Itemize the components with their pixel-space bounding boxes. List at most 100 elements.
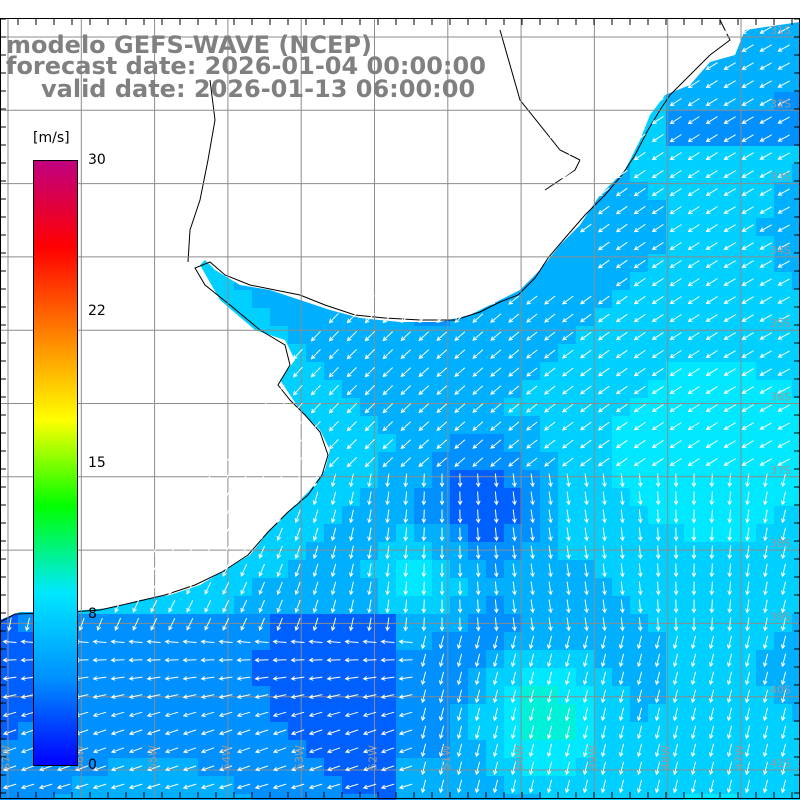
wind-speed-cell bbox=[468, 722, 486, 740]
wind-speed-cell bbox=[198, 704, 216, 722]
wind-speed-cell bbox=[378, 704, 396, 722]
wind-arrow bbox=[20, 783, 35, 790]
wind-speed-cell bbox=[216, 740, 234, 758]
wind-speed-cell bbox=[486, 524, 504, 542]
wind-arrow bbox=[691, 617, 697, 632]
wind-arrow bbox=[651, 331, 664, 341]
wind-speed-cell bbox=[594, 344, 612, 362]
wind-arrow bbox=[597, 421, 610, 431]
wind-speed-cell bbox=[432, 362, 450, 380]
wind-arrow bbox=[745, 509, 750, 524]
wind-speed-cell bbox=[540, 470, 558, 488]
wind-speed-cell bbox=[630, 218, 648, 236]
wind-speed-cell bbox=[756, 290, 774, 308]
wind-speed-cell bbox=[792, 20, 800, 38]
wind-speed-cell bbox=[648, 326, 666, 344]
wind-speed-cell bbox=[648, 488, 666, 506]
wind-arrow bbox=[367, 473, 372, 488]
wind-arrow bbox=[344, 676, 359, 681]
wind-arrow bbox=[637, 581, 643, 596]
wind-speed-cell bbox=[396, 668, 414, 686]
wind-arrow bbox=[615, 403, 628, 413]
wind-arrow bbox=[364, 385, 375, 396]
wind-arrow bbox=[367, 527, 372, 542]
wind-arrow bbox=[726, 761, 733, 776]
wind-arrow bbox=[146, 729, 161, 736]
longitude-label: 51W bbox=[440, 745, 453, 770]
wind-speed-cell bbox=[792, 182, 800, 200]
wind-arrow bbox=[150, 581, 158, 595]
wind-arrow bbox=[763, 617, 768, 632]
wind-arrow bbox=[258, 581, 265, 595]
wind-arrow bbox=[164, 783, 179, 790]
wind-arrow bbox=[744, 725, 751, 740]
wind-arrow bbox=[200, 747, 215, 754]
wind-arrow bbox=[418, 385, 430, 396]
wind-speed-cell bbox=[342, 794, 360, 804]
wind-arrow bbox=[182, 676, 197, 681]
wind-speed-cell bbox=[504, 344, 522, 362]
wind-arrow bbox=[56, 783, 71, 790]
wind-arrow bbox=[474, 653, 481, 668]
wind-speed-cell bbox=[792, 506, 800, 524]
wind-arrow bbox=[364, 313, 375, 324]
wind-speed-cell bbox=[306, 488, 324, 506]
wind-speed-cell bbox=[414, 452, 432, 470]
wind-arrow bbox=[633, 367, 646, 377]
wind-speed-cell bbox=[648, 560, 666, 578]
wind-speed-cell bbox=[792, 524, 800, 542]
wind-arrow bbox=[777, 404, 790, 412]
wind-speed-cell bbox=[738, 470, 756, 488]
wind-arrow bbox=[705, 98, 718, 106]
wind-speed-cell bbox=[792, 254, 800, 272]
wind-arrow bbox=[633, 295, 646, 305]
wind-speed-cell bbox=[594, 524, 612, 542]
wind-arrow bbox=[672, 635, 679, 650]
wind-arrow bbox=[236, 657, 251, 663]
wind-speed-cell bbox=[198, 722, 216, 740]
wind-speed-cell bbox=[720, 488, 738, 506]
wind-arrow bbox=[564, 707, 571, 722]
wind-arrow bbox=[669, 188, 682, 197]
wind-arrow bbox=[364, 331, 375, 342]
wind-arrow bbox=[690, 689, 697, 704]
wind-arrow bbox=[584, 509, 589, 524]
wind-speed-cell bbox=[432, 704, 450, 722]
wind-arrow bbox=[20, 711, 35, 718]
wind-arrow bbox=[403, 581, 409, 596]
wind-arrow bbox=[669, 80, 682, 89]
wind-arrow bbox=[439, 527, 445, 542]
latitude-label: 32S bbox=[770, 97, 791, 110]
wind-speed-cell bbox=[630, 650, 648, 668]
wind-speed-cell bbox=[684, 452, 702, 470]
wind-arrow bbox=[312, 599, 319, 614]
wind-arrow bbox=[687, 296, 700, 305]
wind-speed-cell bbox=[540, 794, 558, 804]
wind-arrow bbox=[544, 115, 556, 125]
wind-speed-cell bbox=[306, 326, 324, 344]
wind-arrow bbox=[92, 694, 107, 699]
wind-speed-cell bbox=[342, 650, 360, 668]
wind-arrow bbox=[723, 278, 736, 286]
wind-speed-cell bbox=[630, 200, 648, 218]
wind-arrow bbox=[92, 747, 107, 754]
wind-arrow bbox=[726, 725, 733, 740]
wind-arrow bbox=[439, 617, 445, 632]
wind-speed-cell bbox=[522, 524, 540, 542]
wind-arrow bbox=[528, 653, 535, 668]
wind-arrow bbox=[168, 599, 176, 613]
wind-speed-cell bbox=[594, 236, 612, 254]
wind-speed-cell bbox=[702, 272, 720, 290]
latitude-label: 40S bbox=[770, 684, 791, 697]
wind-arrow bbox=[380, 747, 395, 754]
wind-arrow bbox=[508, 385, 520, 395]
wind-speed-cell bbox=[540, 578, 558, 596]
wind-speed-cell bbox=[630, 326, 648, 344]
wind-arrow bbox=[564, 689, 571, 704]
wind-arrow bbox=[438, 761, 445, 776]
wind-arrow bbox=[110, 783, 125, 790]
wind-arrow bbox=[741, 440, 754, 448]
wind-speed-cell bbox=[540, 362, 558, 380]
wind-arrow bbox=[526, 421, 538, 431]
wind-arrow bbox=[655, 581, 661, 596]
